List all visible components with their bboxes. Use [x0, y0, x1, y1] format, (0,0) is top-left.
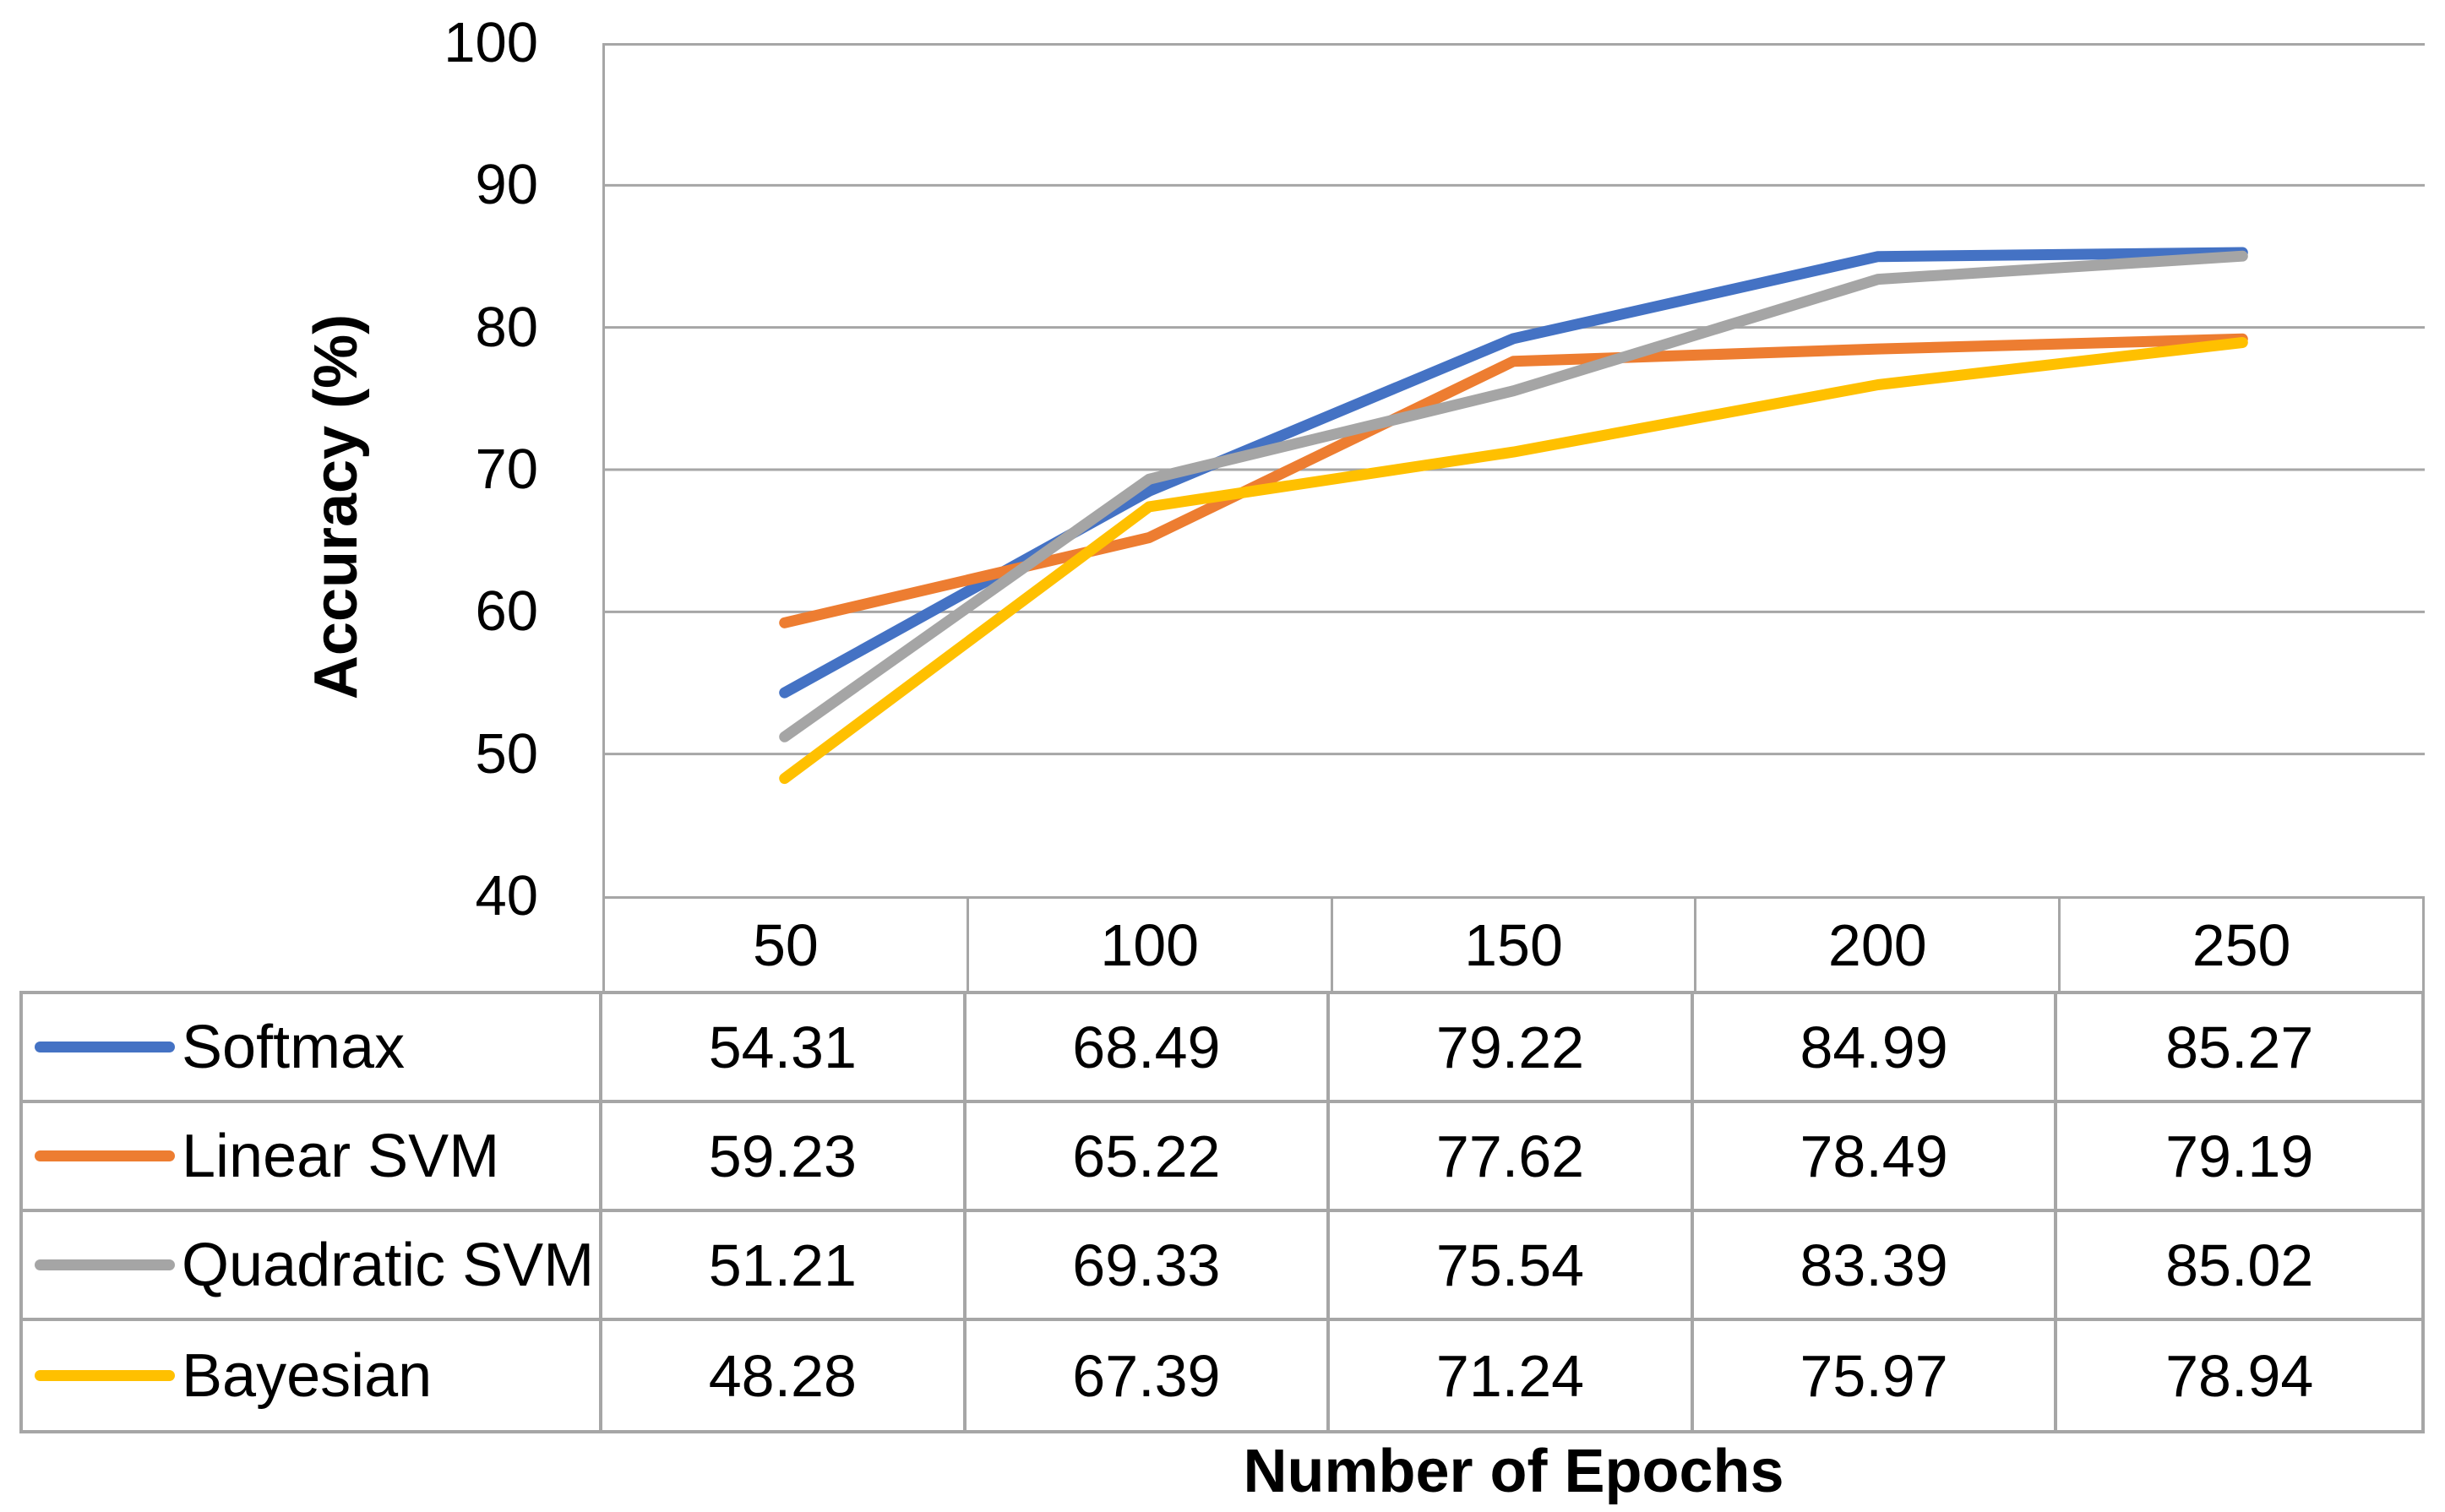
value-cell: 79.22: [1330, 994, 1694, 1103]
value-cell: 48.28: [602, 1321, 967, 1430]
series-name: Linear SVM: [182, 1122, 500, 1190]
category-label: 100: [969, 899, 1333, 991]
value-cell: 85.27: [2057, 994, 2421, 1103]
category-label: 250: [2192, 911, 2291, 978]
value-cell: 77.62: [1330, 1103, 1694, 1212]
value-cell: 83.39: [1693, 1212, 2058, 1321]
value-cell: 78.49: [1693, 1103, 2058, 1212]
value-cell: 69.33: [966, 1212, 1331, 1321]
y-tick-label: 80: [475, 296, 538, 359]
legend-line-swatch: [35, 1370, 175, 1381]
series-name: Softmax: [182, 1013, 406, 1081]
value-cell: 51.21: [602, 1212, 967, 1321]
value-cell: 78.94: [2165, 1342, 2314, 1409]
y-tick-label: 70: [475, 438, 538, 501]
category-label: 50: [605, 899, 969, 991]
value-cell: 68.49: [966, 994, 1331, 1103]
y-tick-label: 100: [444, 11, 538, 74]
value-cell: 65.22: [966, 1103, 1331, 1212]
series-name: Bayesian: [182, 1341, 433, 1410]
legend-line-swatch: [35, 1150, 175, 1161]
x-axis-title: Number of Epochs: [1243, 1438, 1784, 1505]
category-axis-row: 50 100 150 200 250: [602, 896, 2425, 991]
legend-cell: Softmax: [23, 994, 602, 1103]
legend-line-swatch: [35, 1259, 175, 1270]
series-name: Quadratic SVM: [182, 1231, 595, 1299]
value-cell: 54.31: [602, 994, 967, 1103]
data-table: Softmax 54.31 68.49 79.22 84.99 85.27 Li…: [19, 991, 2425, 1433]
value-cell: 71.24: [1330, 1321, 1694, 1430]
value-cell: 79.19: [2057, 1103, 2421, 1212]
y-tick-label: 50: [475, 722, 538, 786]
value-cell: 67.39: [967, 1321, 1331, 1430]
y-tick-label: 60: [475, 579, 538, 643]
value-cell: 75.54: [1330, 1212, 1694, 1321]
y-tick-label: 40: [475, 864, 538, 927]
category-label: 200: [1696, 899, 2061, 991]
value-cell: 59.23: [602, 1103, 967, 1212]
value-cell: 75.97: [1694, 1321, 2058, 1430]
y-tick-label: 90: [475, 153, 538, 216]
plot-area: [602, 43, 2425, 896]
legend-cell: Quadratic SVM: [23, 1212, 602, 1321]
value-cell: 84.99: [1693, 994, 2058, 1103]
legend-cell: Linear SVM: [23, 1103, 602, 1212]
legend-cell: Bayesian: [23, 1321, 602, 1430]
value-cell: 85.02: [2057, 1212, 2421, 1321]
category-label: 150: [1333, 899, 1697, 991]
legend-line-swatch: [35, 1042, 175, 1052]
